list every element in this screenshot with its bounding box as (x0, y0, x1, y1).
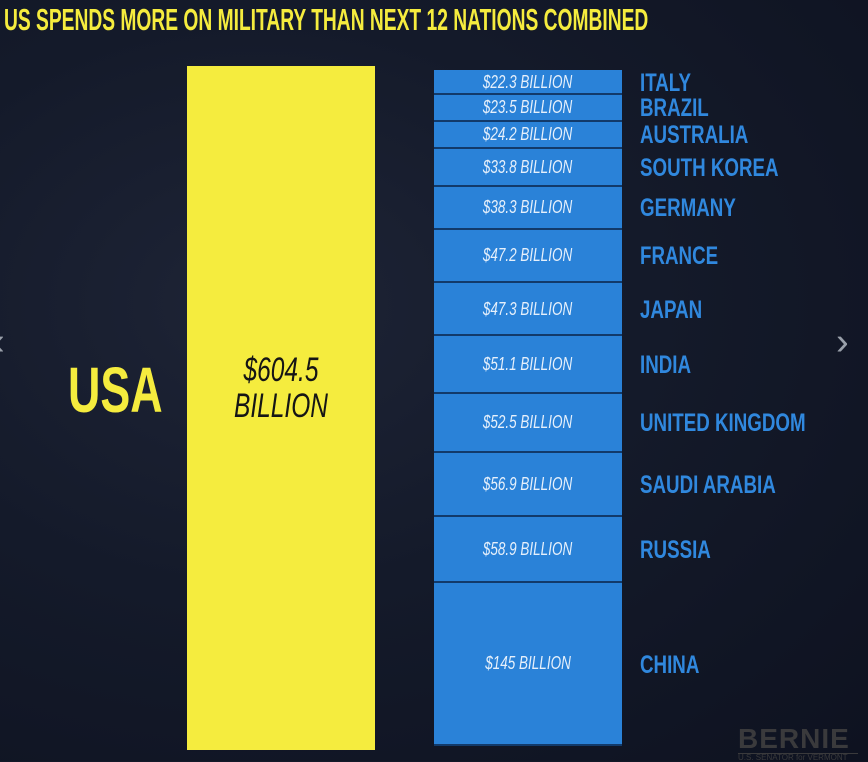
bar-value-label: $51.1 BILLION (483, 353, 573, 374)
usa-label: USA (68, 350, 203, 430)
bar-segment-china: $145 BILLION (434, 582, 622, 747)
bar-value-label: $38.3 BILLION (483, 197, 573, 218)
country-label: UNITED KINGDOM (640, 409, 806, 438)
bernie-logo: BERNIE (738, 723, 850, 754)
country-label: SAUDI ARABIA (640, 470, 776, 499)
country-label: SOUTH KOREA (640, 153, 779, 182)
bar-segment-russia: $58.9 BILLION (434, 516, 622, 583)
bar-segment-saudi-arabia: $56.9 BILLION (434, 452, 622, 517)
bar-value-label: $22.3 BILLION (483, 71, 573, 92)
bar-value-label: $24.2 BILLION (483, 124, 573, 145)
chart-title: US SPENDS MORE ON MILITARY THAN NEXT 12 … (4, 2, 868, 38)
country-label: INDIA (640, 350, 692, 379)
country-label: AUSTRALIA (640, 121, 749, 150)
bar-value-label: $58.9 BILLION (483, 538, 573, 559)
country-label: JAPAN (640, 295, 703, 324)
usa-value-label: $604.5 BILLION (187, 352, 375, 424)
bar-value-label: $145 BILLION (485, 653, 571, 674)
bar-value-label: $52.5 BILLION (483, 412, 573, 433)
bar-value-label: $47.2 BILLION (483, 245, 573, 266)
bar-value-label: $47.3 BILLION (483, 298, 573, 319)
bar-segment-italy: $22.3 BILLION (434, 70, 622, 96)
bar-segment-south-korea: $33.8 BILLION (434, 148, 622, 187)
country-label: BRAZIL (640, 94, 709, 123)
usa-value-text: $604.5 BILLION (234, 351, 328, 425)
bar-segment-brazil: $23.5 BILLION (434, 95, 622, 122)
bar-segment-japan: $47.3 BILLION (434, 282, 622, 337)
usa-bar: $604.5 BILLION (187, 66, 375, 750)
country-label: ITALY (640, 68, 692, 97)
bar-segment-france: $47.2 BILLION (434, 229, 622, 283)
bar-value-label: $56.9 BILLION (483, 473, 573, 494)
country-label: RUSSIA (640, 535, 711, 564)
chevron-left-icon[interactable]: ‹ (0, 322, 5, 362)
bar-value-label: $33.8 BILLION (483, 156, 573, 177)
country-label: CHINA (640, 650, 700, 679)
country-label: FRANCE (640, 242, 719, 271)
bar-segment-india: $51.1 BILLION (434, 336, 622, 394)
bar-segment-australia: $24.2 BILLION (434, 121, 622, 149)
bar-segment-united-kingdom: $52.5 BILLION (434, 393, 622, 453)
usa-label-text: USA (68, 354, 163, 426)
bar-segment-germany: $38.3 BILLION (434, 186, 622, 230)
bar-value-label: $23.5 BILLION (483, 97, 573, 118)
chart-title-text: US SPENDS MORE ON MILITARY THAN NEXT 12 … (4, 2, 649, 37)
country-label: GERMANY (640, 194, 736, 223)
logo-subtitle: U.S. SENATOR for VERMONT (738, 753, 858, 762)
chevron-right-icon[interactable]: › (836, 321, 849, 363)
